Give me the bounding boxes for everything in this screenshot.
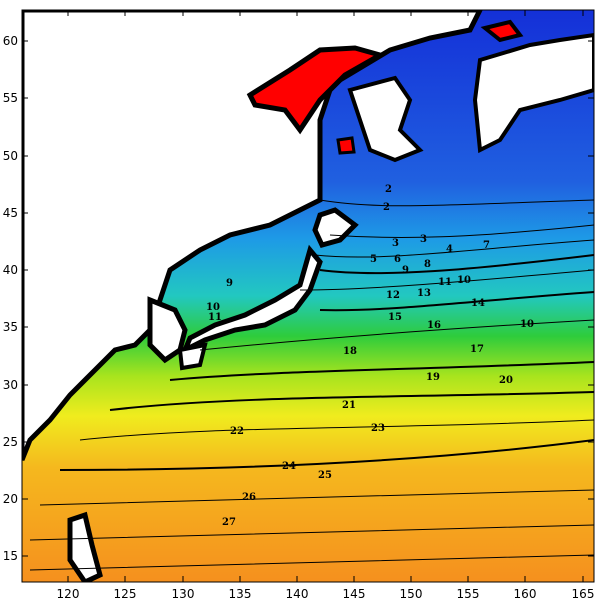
contour-label: 2 — [385, 184, 392, 195]
small-anomaly — [336, 136, 356, 155]
contour-label: 22 — [230, 426, 244, 437]
contour-label: 4 — [446, 244, 453, 255]
contour-label: 10 — [457, 275, 471, 286]
contour-label: 3 — [392, 238, 399, 249]
contour-label: 21 — [342, 400, 356, 411]
taiwan-luzon — [67, 511, 103, 582]
lat-tick-label: 35 — [3, 320, 18, 334]
lat-tick-label: 25 — [3, 435, 18, 449]
contour-label: 25 — [318, 470, 332, 481]
contour-label: 7 — [483, 240, 490, 251]
contour-label: 20 — [499, 375, 513, 386]
contour-label: 13 — [417, 288, 431, 299]
contour-label: 3 — [420, 234, 427, 245]
contour-label: 23 — [371, 423, 385, 434]
japan-hokkaido — [312, 207, 359, 248]
contour-label: 14 — [471, 298, 485, 309]
lat-tick-label: 20 — [3, 492, 18, 506]
lon-tick-label: 155 — [457, 587, 480, 601]
okhotsk-sea-anomaly — [246, 45, 387, 135]
lon-tick-label: 145 — [343, 587, 366, 601]
lat-tick-label: 55 — [3, 91, 18, 105]
sakhalin-kamchatka — [347, 75, 424, 163]
contour-label: 18 — [343, 346, 357, 357]
lon-tick-label: 165 — [572, 587, 595, 601]
plot-frame — [21, 9, 595, 583]
bering-anomaly — [480, 19, 524, 43]
lon-tick-label: 135 — [229, 587, 252, 601]
contour-label: 12 — [386, 290, 400, 301]
longitude-axis: 120 125 130 135 140 145 150 155 160 165 — [57, 10, 595, 601]
latitude-axis: 60 55 50 45 40 35 30 25 20 15 — [3, 34, 594, 563]
contour-labels: 2 2 3 3 4 5 6 7 8 9 9 10 10 10 11 11 12 … — [206, 184, 534, 528]
asia-mainland — [22, 10, 483, 461]
kyushu-islands — [177, 342, 208, 371]
contour-label: 11 — [208, 312, 222, 323]
lon-tick-label: 125 — [114, 587, 137, 601]
lat-tick-label: 40 — [3, 263, 18, 277]
contour-label: 26 — [242, 492, 256, 503]
contour-label: 9 — [402, 265, 409, 276]
contour-label: 24 — [282, 461, 296, 472]
contour-label: 19 — [426, 372, 440, 383]
contour-label: 27 — [222, 517, 236, 528]
isotherm-lines — [29, 199, 594, 571]
contour-label: 10 — [520, 319, 534, 330]
lon-tick-label: 120 — [57, 587, 80, 601]
contour-label: 5 — [370, 254, 377, 265]
contour-label: 6 — [394, 254, 401, 265]
kamchatka-east — [472, 32, 594, 154]
contour-label: 10 — [206, 302, 220, 313]
lat-tick-label: 15 — [3, 549, 18, 563]
contour-label: 8 — [424, 259, 431, 270]
contour-label: 17 — [470, 344, 484, 355]
contour-label: 16 — [427, 320, 441, 331]
lon-tick-label: 130 — [172, 587, 195, 601]
contour-label: 9 — [226, 278, 233, 289]
contour-label: 11 — [438, 277, 452, 288]
contour-label: 15 — [388, 312, 402, 323]
contour-label: 2 — [383, 202, 390, 213]
lon-tick-label: 150 — [400, 587, 423, 601]
lon-tick-label: 160 — [514, 587, 537, 601]
lat-tick-label: 45 — [3, 206, 18, 220]
lat-tick-label: 50 — [3, 149, 18, 163]
lat-tick-label: 60 — [3, 34, 18, 48]
lon-tick-label: 140 — [286, 587, 309, 601]
lat-tick-label: 30 — [3, 378, 18, 392]
